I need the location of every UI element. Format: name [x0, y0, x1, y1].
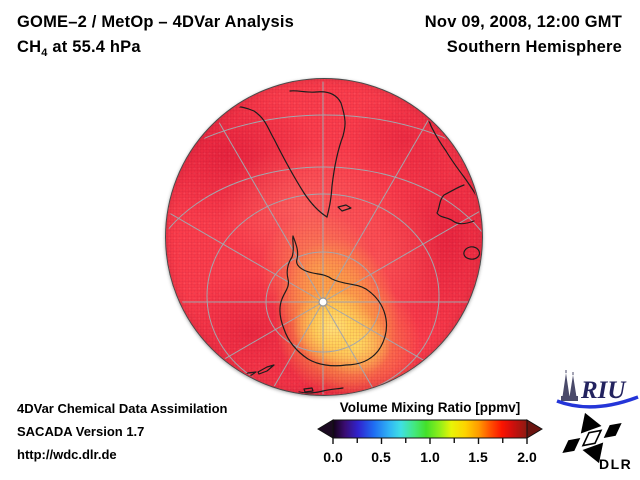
graticule [168, 81, 482, 395]
dlr-logo: DLR [562, 412, 632, 472]
datetime-label: Nov 09, 2008, 12:00 GMT [424, 13, 622, 31]
plot-title-line2: CH4 at 55.4 hPa [17, 38, 141, 59]
map-overlay [168, 81, 482, 395]
falkland-islands [337, 204, 352, 212]
colorbar-tick-label: 2.0 [517, 449, 537, 465]
antarctica-coastline [279, 235, 388, 367]
south-pole-marker [318, 297, 328, 307]
pressure-level-label: at 55.4 hPa [47, 38, 141, 56]
colorbar-title: Volume Mixing Ratio [ppmv] [339, 400, 521, 415]
colorbar-tick-label: 0.5 [371, 449, 391, 465]
version-line: SACADA Version 1.7 [17, 424, 145, 439]
hemisphere-map [165, 78, 483, 396]
url-line: http://wdc.dlr.de [17, 447, 117, 462]
credit-line: 4DVar Chemical Data Assimilation [17, 401, 228, 416]
coastlines [197, 90, 481, 394]
colorbar-underflow-arrow [317, 419, 334, 439]
colorbar-tick-label: 1.5 [468, 449, 488, 465]
cathedral-icon [561, 370, 578, 401]
hemisphere-label: Southern Hemisphere [446, 38, 622, 56]
riu-logo: RIU [556, 370, 639, 409]
colorbar-gradient [332, 419, 528, 439]
colorbar-tick-label: 0.0 [323, 449, 343, 465]
riu-logo-text: RIU [580, 377, 627, 404]
dlr-emblem [562, 412, 622, 464]
riu-swoosh [556, 395, 639, 409]
plot-title-line1: GOME–2 / MetOp – 4DVar Analysis [17, 13, 295, 31]
species-subscript: 4 [41, 47, 48, 59]
colorbar [317, 419, 543, 444]
colorbar-tick-label: 1.0 [420, 449, 440, 465]
species-label: CH [17, 38, 42, 56]
colorbar-overflow-arrow [526, 419, 543, 439]
dlr-logo-text: DLR [599, 456, 632, 472]
colorbar-ticks [332, 438, 528, 444]
tasmania [463, 246, 481, 260]
